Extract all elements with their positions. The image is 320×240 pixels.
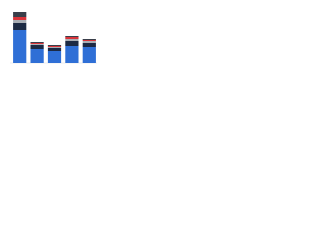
bar-segment <box>65 41 79 46</box>
bar-segment <box>13 17 27 20</box>
bar-segment <box>65 46 79 63</box>
bar-segment <box>13 23 27 30</box>
bar-segment <box>47 45 62 46</box>
bar-segment <box>47 46 62 47</box>
bar-segment <box>47 47 62 48</box>
bar-segment <box>13 20 27 23</box>
bar-segment <box>30 42 44 43</box>
bar-segment <box>82 43 96 47</box>
bar-segment <box>82 39 96 40</box>
bar-segment <box>82 40 96 41</box>
bar-segment <box>13 30 27 63</box>
bar-segment <box>65 39 79 41</box>
bar-segment <box>47 48 62 51</box>
bar-segment <box>82 47 96 63</box>
bar-segment <box>65 37 79 39</box>
bar-segment <box>30 45 44 49</box>
page: (() => { const data = JSON.parse(documen… <box>0 0 320 71</box>
bar-segment <box>65 36 79 37</box>
bar-segment <box>30 43 44 44</box>
bar-segment <box>30 44 44 45</box>
bar-segment <box>47 51 62 63</box>
bar-segment <box>13 12 27 17</box>
bar-segment <box>30 49 44 63</box>
chart <box>10 12 97 64</box>
bar-segment <box>82 41 96 43</box>
